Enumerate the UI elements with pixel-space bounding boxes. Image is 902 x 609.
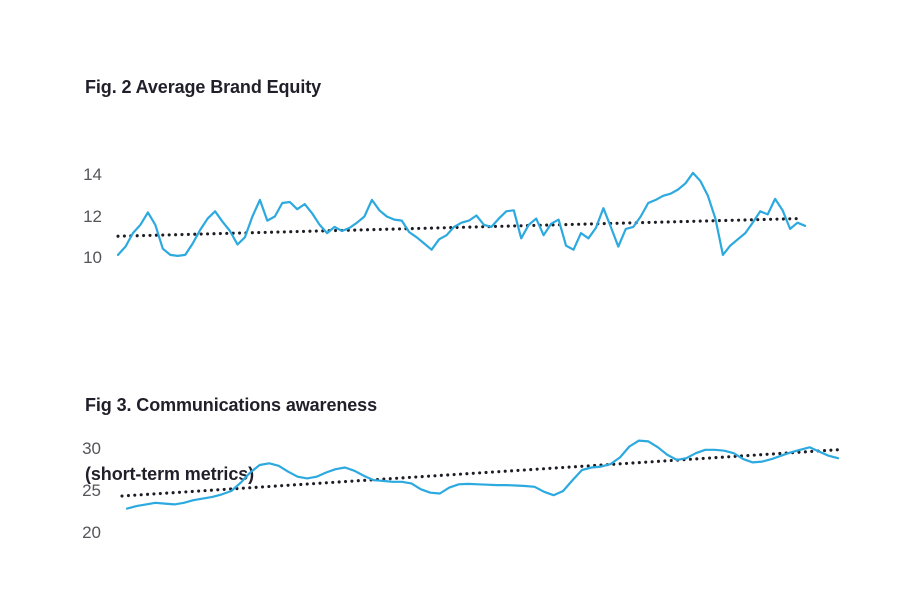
fig2-series-line (116, 171, 807, 257)
fig3-title: Fig 3. Communications awareness (short-t… (85, 348, 377, 532)
y-tick-label: 14 (83, 165, 102, 184)
y-tick-label: 10 (83, 248, 102, 267)
fig3-title-line2: (short-term metrics) (85, 464, 255, 484)
fig2-title: Fig. 2 Average Brand Equity (85, 77, 322, 97)
fig3-title-line1: Fig 3. Communications awareness (85, 395, 377, 415)
y-tick-label: 12 (83, 206, 102, 226)
fig2-trend-line (116, 217, 799, 238)
